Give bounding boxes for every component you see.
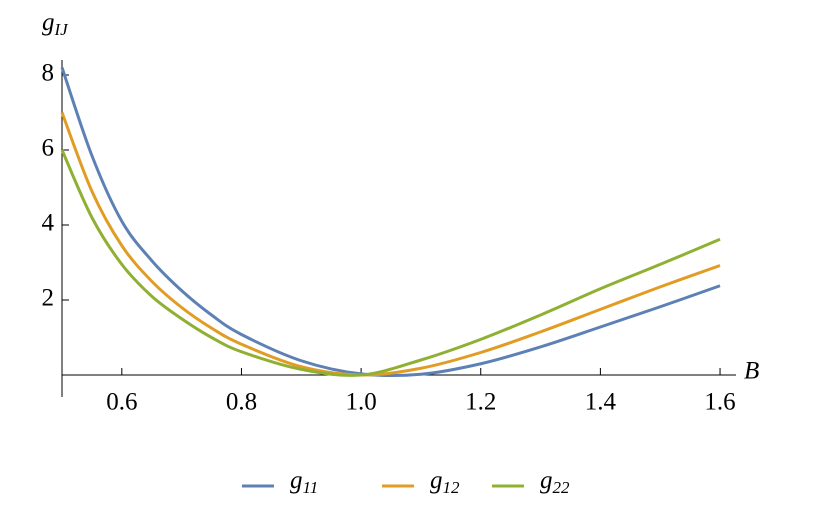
x-tick-label: 0.8 — [226, 389, 257, 416]
x-tick-label: 0.6 — [106, 389, 137, 416]
y-tick-label: 2 — [42, 285, 55, 312]
y-tick-label: 6 — [42, 135, 55, 162]
legend-label-sub: 22 — [553, 478, 571, 497]
legend-label: g22 — [540, 467, 570, 497]
y-axis-label-base: g — [42, 9, 55, 36]
legend-label-sub: 12 — [443, 478, 461, 497]
y-axis-label: gIJ — [42, 9, 69, 39]
line-series — [60, 67, 721, 378]
legend-label-base: g — [290, 467, 303, 494]
legend-label: g11 — [290, 467, 318, 497]
line-series — [60, 149, 721, 377]
line-series — [60, 111, 721, 377]
x-axis-label: B — [744, 358, 759, 385]
x-tick-label: 1.4 — [585, 389, 617, 416]
y-tick-label: 8 — [42, 60, 55, 87]
x-tick-label: 1.6 — [704, 389, 735, 416]
legend-label-base: g — [430, 467, 443, 494]
legend-label: g12 — [430, 467, 460, 497]
y-tick-label: 4 — [42, 210, 55, 237]
legend-label-sub: 11 — [303, 478, 319, 497]
x-tick-label: 1.0 — [345, 389, 376, 416]
y-axis-label-sub: IJ — [54, 20, 70, 39]
x-tick-label: 1.2 — [465, 389, 496, 416]
legend-label-base: g — [540, 467, 553, 494]
